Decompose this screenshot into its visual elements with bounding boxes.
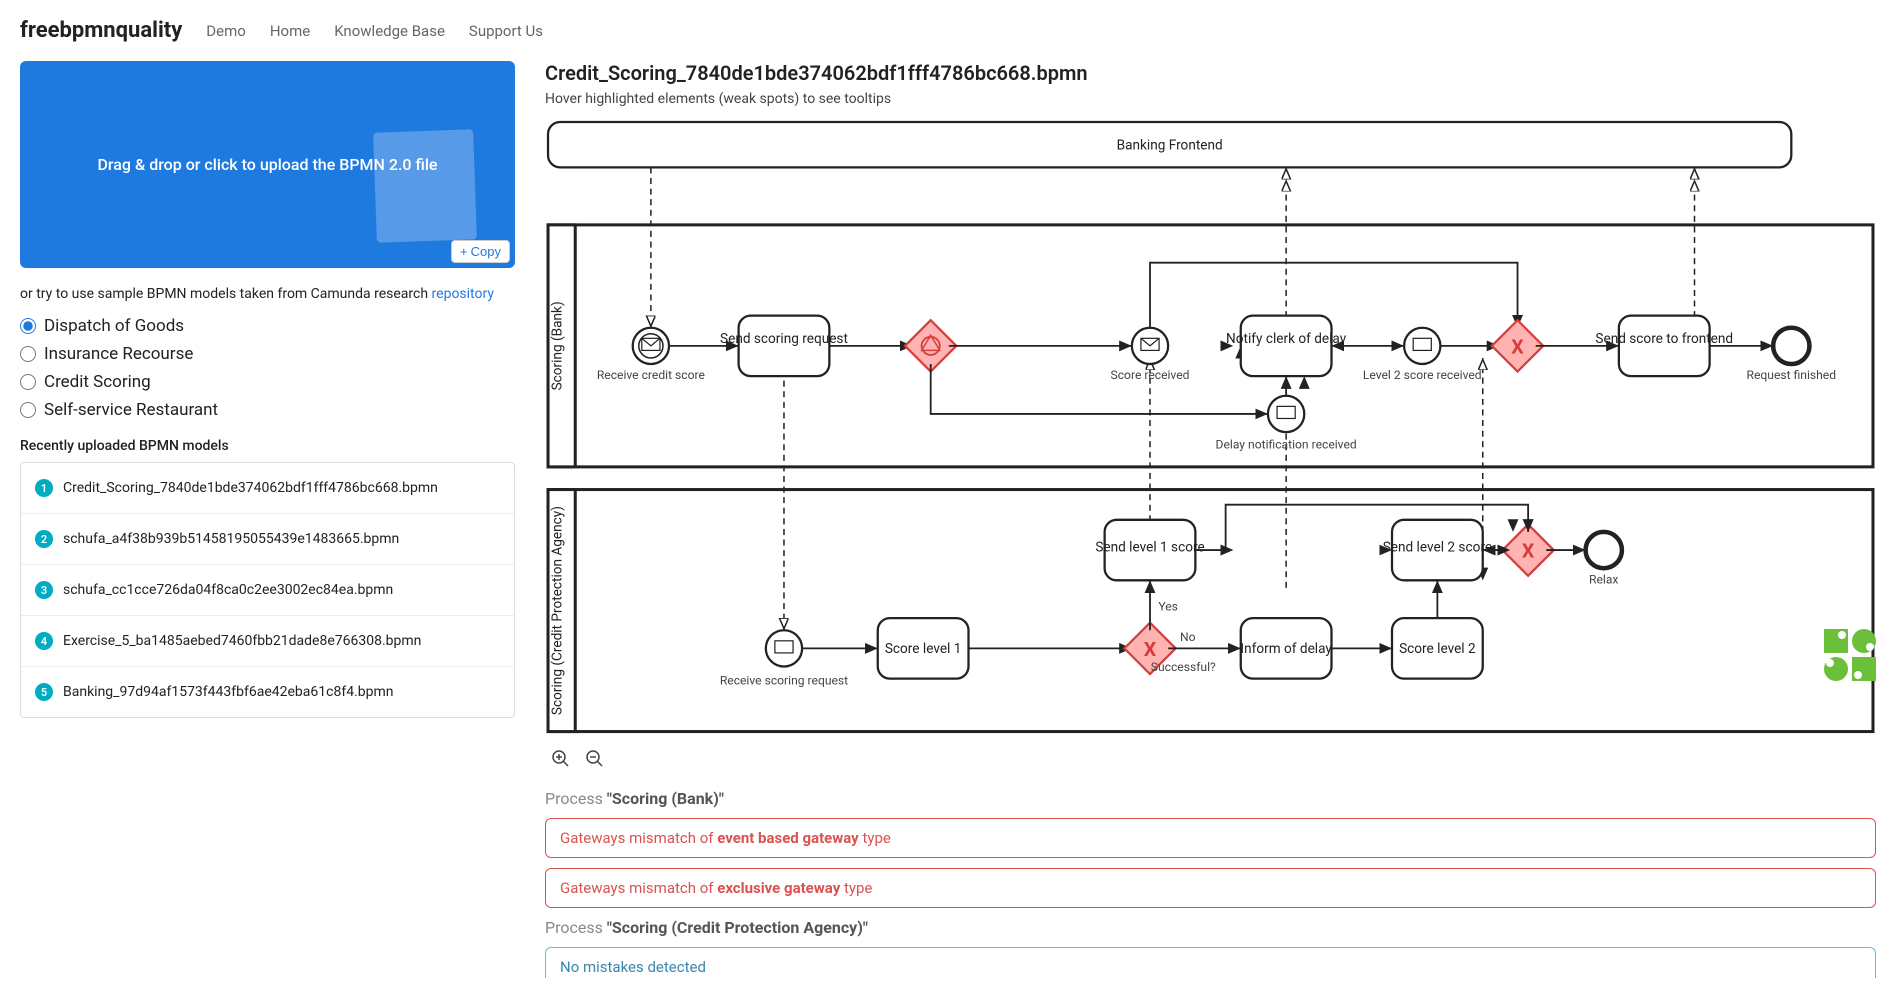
recent-item[interactable]: 2schufa_a4f38b939b51458195055439e1483665… bbox=[21, 514, 514, 565]
svg-text:Score level 2: Score level 2 bbox=[1399, 641, 1476, 657]
alert-danger: Gateways mismatch of event based gateway… bbox=[545, 818, 1876, 858]
recent-item[interactable]: 1Credit_Scoring_7840de1bde374062bdf1fff4… bbox=[21, 463, 514, 514]
num-badge: 5 bbox=[35, 683, 53, 701]
svg-text:Inform of delay: Inform of delay bbox=[1240, 641, 1332, 657]
svg-text:Score level 1: Score level 1 bbox=[885, 641, 962, 657]
sample-restaurant[interactable]: Self-service Restaurant bbox=[20, 396, 515, 424]
copy-label: Copy bbox=[471, 244, 501, 259]
tooltip-hint: Hover highlighted elements (weak spots) … bbox=[545, 91, 1876, 107]
zoom-controls bbox=[551, 749, 1876, 773]
process-label-2: Process "Scoring (Credit Protection Agen… bbox=[545, 918, 1876, 937]
svg-text:X: X bbox=[1144, 638, 1157, 661]
bpmn-diagram[interactable]: Banking Frontend Scoring (Bank) Scoring … bbox=[545, 119, 1876, 739]
bpmn-svg: Banking Frontend Scoring (Bank) Scoring … bbox=[545, 119, 1876, 739]
svg-text:X: X bbox=[1511, 335, 1524, 358]
dropzone-preview bbox=[373, 129, 477, 242]
svg-text:Scoring (Bank): Scoring (Bank) bbox=[550, 301, 566, 390]
zoom-in-icon[interactable] bbox=[551, 749, 571, 773]
recent-item[interactable]: 5Banking_97d94af1573f443fbf6ae42eba61c8f… bbox=[21, 667, 514, 717]
sample-insurance[interactable]: Insurance Recourse bbox=[20, 340, 515, 368]
svg-text:Request finished: Request finished bbox=[1747, 368, 1836, 382]
plus-icon: + bbox=[460, 244, 468, 259]
floating-logo-icon[interactable] bbox=[1824, 629, 1876, 685]
repository-link[interactable]: repository bbox=[432, 286, 494, 302]
svg-text:Yes: Yes bbox=[1158, 600, 1178, 614]
alert-info: No mistakes detected bbox=[545, 947, 1876, 978]
recent-item[interactable]: 3schufa_cc1cce726da04f8ca0c2ee3002ec84ea… bbox=[21, 565, 514, 616]
num-badge: 2 bbox=[35, 530, 53, 548]
svg-text:Delay notification received: Delay notification received bbox=[1216, 438, 1357, 452]
svg-text:Successful?: Successful? bbox=[1151, 660, 1216, 674]
file-title: Credit_Scoring_7840de1bde374062bdf1fff47… bbox=[545, 61, 1876, 85]
recent-item[interactable]: 4Exercise_5_ba1485aebed7460fbb21dade8e76… bbox=[21, 616, 514, 667]
nav-demo[interactable]: Demo bbox=[206, 22, 246, 40]
nav-kb[interactable]: Knowledge Base bbox=[334, 22, 445, 40]
nav-home[interactable]: Home bbox=[270, 22, 310, 40]
sample-credit[interactable]: Credit Scoring bbox=[20, 368, 515, 396]
upload-dropzone[interactable]: Drag & drop or click to upload the BPMN … bbox=[20, 61, 515, 268]
svg-text:Receive credit score: Receive credit score bbox=[597, 368, 705, 382]
pool-banking-frontend: Banking Frontend bbox=[1117, 137, 1223, 153]
nav-support[interactable]: Support Us bbox=[469, 22, 543, 40]
svg-text:Level 2 score received: Level 2 score received bbox=[1363, 368, 1482, 382]
svg-text:Relax: Relax bbox=[1589, 572, 1618, 586]
process-label-1: Process "Scoring (Bank)" bbox=[545, 789, 1876, 808]
zoom-out-icon[interactable] bbox=[585, 749, 605, 773]
svg-text:No: No bbox=[1180, 630, 1196, 644]
recent-title: Recently uploaded BPMN models bbox=[20, 438, 515, 454]
svg-text:Send score to frontend: Send score to frontend bbox=[1595, 331, 1733, 347]
num-badge: 1 bbox=[35, 479, 53, 497]
copy-button[interactable]: + Copy bbox=[451, 240, 510, 263]
svg-text:Scoring (Credit Protection Age: Scoring (Credit Protection Agency) bbox=[550, 506, 566, 715]
svg-text:X: X bbox=[1522, 540, 1535, 563]
svg-text:Send level 1 score: Send level 1 score bbox=[1095, 540, 1204, 556]
svg-text:Send level 2 score: Send level 2 score bbox=[1383, 540, 1492, 556]
svg-text:Send scoring request: Send scoring request bbox=[720, 331, 848, 347]
recent-list[interactable]: 1Credit_Scoring_7840de1bde374062bdf1fff4… bbox=[20, 462, 515, 718]
sample-radio-list: Dispatch of Goods Insurance Recourse Cre… bbox=[20, 312, 515, 424]
alert-danger: Gateways mismatch of exclusive gateway t… bbox=[545, 868, 1876, 908]
navbar: freebpmnquality Demo Home Knowledge Base… bbox=[0, 0, 1896, 61]
num-badge: 4 bbox=[35, 632, 53, 650]
sample-hint: or try to use sample BPMN models taken f… bbox=[20, 286, 515, 302]
svg-text:Score received: Score received bbox=[1111, 368, 1190, 382]
num-badge: 3 bbox=[35, 581, 53, 599]
svg-text:Receive scoring request: Receive scoring request bbox=[720, 674, 848, 688]
brand[interactable]: freebpmnquality bbox=[20, 18, 182, 43]
sample-dispatch[interactable]: Dispatch of Goods bbox=[20, 312, 515, 340]
svg-text:Notify clerk of delay: Notify clerk of delay bbox=[1226, 331, 1347, 347]
